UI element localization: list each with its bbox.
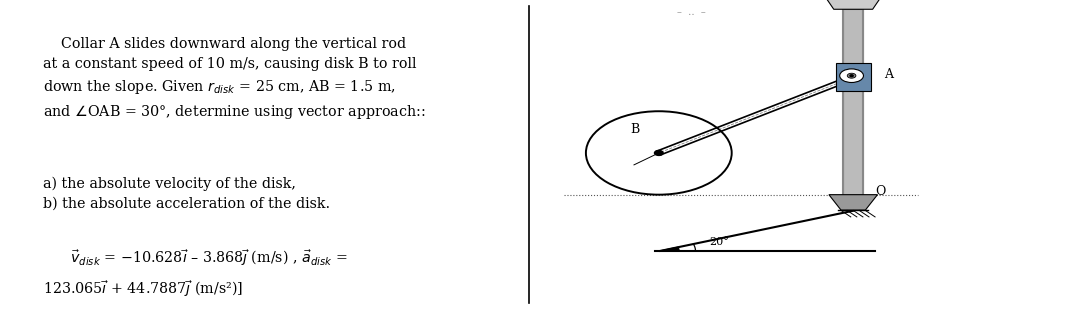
Polygon shape xyxy=(822,0,885,9)
Bar xyxy=(843,9,863,195)
Polygon shape xyxy=(829,195,877,210)
Text: 20°: 20° xyxy=(708,237,729,247)
Text: 123.065$\vec{\imath}$ + 44.7887$\vec{\jmath}$ (m/s²)]: 123.065$\vec{\imath}$ + 44.7887$\vec{\jm… xyxy=(43,280,243,299)
Circle shape xyxy=(654,150,663,155)
Text: $\vec{v}_{disk}$ = −10.628$\vec{\imath}$ – 3.868$\vec{\jmath}$ (m/s) , $\vec{a}_: $\vec{v}_{disk}$ = −10.628$\vec{\imath}$… xyxy=(43,249,348,269)
Circle shape xyxy=(847,73,855,78)
Bar xyxy=(836,63,870,91)
Circle shape xyxy=(840,69,864,83)
Text: A: A xyxy=(885,68,893,81)
Text: O: O xyxy=(875,185,886,198)
Text: –  ‥  –: – ‥ – xyxy=(677,8,705,17)
Circle shape xyxy=(850,75,853,77)
Polygon shape xyxy=(660,247,679,251)
Text: Collar A slides downward along the vertical rod
at a constant speed of 10 m/s, c: Collar A slides downward along the verti… xyxy=(43,37,426,121)
Text: B: B xyxy=(630,123,639,136)
Circle shape xyxy=(585,111,732,195)
Text: a) the absolute velocity of the disk,
b) the absolute acceleration of the disk.: a) the absolute velocity of the disk, b)… xyxy=(43,176,330,211)
